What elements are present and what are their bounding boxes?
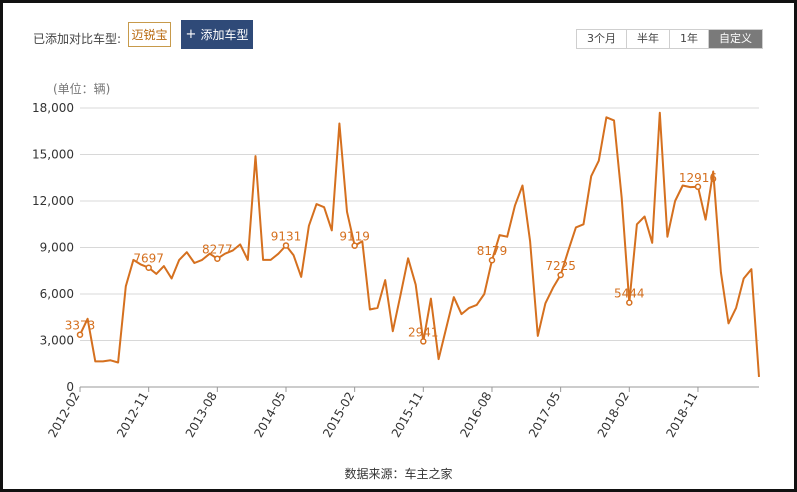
data-label: 12916 [679,171,717,185]
x-tick-label: 2012-02 [45,390,82,440]
data-point-marker [76,331,84,338]
x-tick-label: 2012-11 [114,390,151,440]
y-axis: 0 3,000 6,000 9,000 12,000 15,000 18,000 [32,101,74,394]
y-tick-label: 18,000 [32,101,74,115]
x-tick-label: 2018-11 [663,390,700,440]
x-tick-label: 2018-02 [595,390,632,440]
data-point-marker [145,264,152,271]
time-range-selector: 3个月 半年 1年 自定义 [576,29,763,49]
data-label: 8179 [477,244,508,258]
data-point-marker [214,255,221,262]
data-source: 数据来源：车主之家 [344,467,453,481]
data-label: 3373 [65,319,96,333]
data-label: 8277 [202,243,233,257]
x-tick-label: 2014-05 [251,390,288,440]
y-tick-label: 6,000 [40,287,74,301]
x-tick-label: 2015-11 [389,390,426,440]
data-label: 7225 [545,259,576,273]
range-custom-button[interactable]: 自定义 [709,30,762,48]
x-tick-label: 2017-05 [526,390,563,440]
y-tick-label: 0 [66,380,74,394]
data-point-marker [557,271,564,279]
x-axis: 2012-02 2012-11 2013-08 2014-05 2015-02 2015-… [45,387,701,440]
series [79,111,760,377]
data-label: 2941 [408,325,439,339]
x-tick-label: 2013-08 [183,390,220,440]
toolbar: 已添加对比车型: 迈锐宝 + 添加车型 3个月 半年 1年 自定义 [3,3,794,57]
data-label: 7697 [133,252,164,266]
data-point-marker [488,256,496,264]
data-point-marker [420,338,427,345]
x-tick-label: 2016-08 [457,390,494,440]
unit-label: (单位：辆) [53,81,110,96]
y-tick-label: 12,000 [32,194,74,208]
x-tick-label: 2015-02 [320,390,357,440]
add-model-label: 添加车型 [200,28,249,42]
data-labels: 3373 7697 8277 9131 9119 2941 8179 7225 5444 1291… [65,171,717,345]
y-tick-label: 15,000 [32,148,74,162]
compare-label: 已添加对比车型: [33,32,122,46]
data-point-marker [351,242,358,249]
data-point-marker [626,299,633,306]
model-tag-button[interactable]: 迈锐宝 [128,22,171,47]
data-point-marker [694,183,702,191]
gridlines [80,107,759,388]
sales-line-chart: (单位：辆) 0 3,000 6,000 9,000 12,000 15,000 18,00… [32,81,760,440]
add-model-button[interactable]: + 添加车型 [181,20,253,49]
y-tick-label: 9,000 [40,241,74,255]
range-half-year-button[interactable]: 半年 [627,30,670,48]
range-1-year-button[interactable]: 1年 [670,30,709,48]
data-label: 5444 [614,287,645,301]
data-label: 9131 [271,229,302,243]
data-label: 9119 [339,230,370,244]
plus-icon: + [185,27,197,42]
data-point-marker [282,242,290,249]
range-3-months-button[interactable]: 3个月 [577,30,627,48]
series-line [79,111,760,377]
y-tick-label: 3,000 [40,334,74,348]
